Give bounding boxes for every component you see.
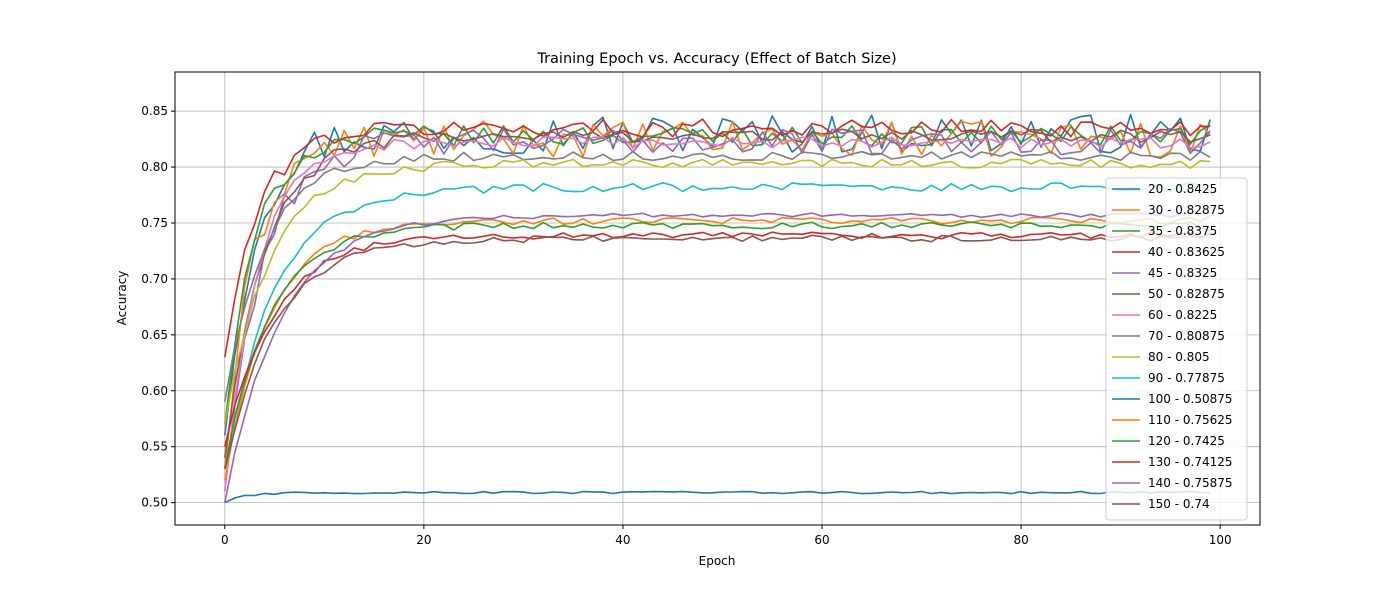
- y-tick-label: 0.55: [141, 440, 168, 454]
- legend-entry: 40 - 0.83625: [1148, 245, 1225, 259]
- y-tick-label: 0.85: [141, 104, 168, 118]
- x-tick-label: 40: [615, 533, 630, 547]
- grid: [175, 72, 1260, 525]
- x-tick-label: 20: [416, 533, 431, 547]
- series-line-70: [224, 150, 1211, 403]
- x-axis: 0 20 40 60 80 100: [221, 525, 1232, 547]
- series-line-90: [224, 182, 1211, 470]
- y-tick-label: 0.60: [141, 384, 168, 398]
- x-tick-label: 80: [1013, 533, 1028, 547]
- series-line-100: [224, 490, 1211, 504]
- legend-entry: 120 - 0.7425: [1148, 434, 1225, 448]
- legend-entry: 100 - 0.50875: [1148, 392, 1233, 406]
- x-axis-title: Epoch: [699, 554, 736, 568]
- legend-entry: 35 - 0.8375: [1148, 224, 1217, 238]
- legend-entry: 60 - 0.8225: [1148, 308, 1217, 322]
- chart-title: Training Epoch vs. Accuracy (Effect of B…: [536, 51, 896, 67]
- series-line-110: [224, 215, 1211, 481]
- series-line-80: [224, 158, 1211, 425]
- series-line-140: [224, 212, 1211, 503]
- series-line-60: [224, 136, 1211, 492]
- x-tick-label: 60: [814, 533, 829, 547]
- legend-entry: 50 - 0.82875: [1148, 287, 1225, 301]
- legend-entry: 130 - 0.74125: [1148, 455, 1233, 469]
- legend-entry: 150 - 0.74: [1148, 497, 1210, 511]
- y-axis: 0.50 0.55 0.60 0.65 0.70 0.75 0.80 0.85: [141, 104, 175, 510]
- series-line-35: [224, 124, 1211, 425]
- y-tick-label: 0.75: [141, 216, 168, 230]
- series-line-30: [224, 120, 1211, 470]
- legend-entry: 90 - 0.77875: [1148, 371, 1225, 385]
- series-group: [224, 113, 1211, 504]
- x-tick-label: 100: [1209, 533, 1232, 547]
- legend: 20 - 0.8425 30 - 0.82875 35 - 0.8375 40 - 0…: [1105, 177, 1248, 521]
- y-tick-label: 0.50: [141, 496, 168, 510]
- y-tick-label: 0.70: [141, 272, 168, 286]
- y-tick-label: 0.80: [141, 160, 168, 174]
- plot-frame: [174, 71, 1261, 526]
- legend-entry: 140 - 0.75875: [1148, 476, 1233, 490]
- legend-entry: 20 - 0.8425: [1148, 182, 1217, 196]
- series-line-45: [224, 127, 1211, 492]
- legend-entry: 80 - 0.805: [1148, 350, 1210, 364]
- legend-entry: 30 - 0.82875: [1148, 203, 1225, 217]
- legend-entry: 45 - 0.8325: [1148, 266, 1217, 280]
- series-line-150: [224, 233, 1211, 470]
- y-tick-label: 0.65: [141, 328, 168, 342]
- series-line-20: [224, 113, 1211, 436]
- y-axis-title: Accuracy: [115, 271, 129, 326]
- legend-entry: 70 - 0.80875: [1148, 329, 1225, 343]
- series-line-130: [224, 231, 1211, 447]
- series-line-50: [224, 128, 1211, 459]
- series-line-120: [224, 221, 1211, 470]
- legend-entry: 110 - 0.75625: [1148, 413, 1233, 427]
- legend-box: [1105, 177, 1248, 521]
- x-tick-label: 0: [221, 533, 229, 547]
